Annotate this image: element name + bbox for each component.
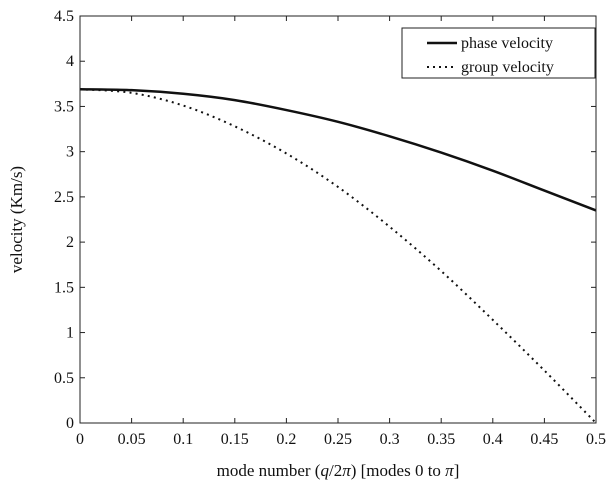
legend-label-phase-velocity: phase velocity [461,35,553,52]
y-tick-label: 1.5 [54,279,74,296]
y-tick-label: 1 [66,325,74,342]
y-tick-label: 4 [66,53,74,70]
x-tick-label: 0 [76,431,84,448]
x-tick-label: 0.05 [118,431,146,448]
x-tick-label: 0.35 [427,431,455,448]
series-line-phase-velocity [79,88,597,212]
x-axis-label-q: q [320,461,329,480]
plot-frame [79,15,597,424]
x-tick-label: 0.15 [221,431,249,448]
y-axis: 0 0.5 1 1.5 2 2.5 3 3.5 4 4.5 [54,8,596,432]
plot-area [79,88,597,424]
y-tick-label: 4.5 [54,8,74,25]
x-tick-label: 0.3 [380,431,400,448]
x-tick-label: 0.5 [586,431,606,448]
series-line-group-velocity [79,88,597,424]
y-axis-label: velocity (Km/s) [7,166,26,273]
legend-label-group-velocity: group velocity [461,59,554,76]
x-tick-label: 0.1 [173,431,193,448]
y-tick-label: 2 [66,234,74,251]
x-axis-label-pi: π [342,461,351,480]
x-axis-label-slash: /2 [329,461,342,480]
x-tick-label: 0.2 [276,431,296,448]
y-tick-label: 0.5 [54,370,74,387]
y-tick-label: 3 [66,144,74,161]
x-axis: 0 0.05 0.1 0.15 0.2 0.25 0.3 0.35 0.4 0.45 0.5 [76,16,606,448]
x-axis-label-suffix: ) [modes 0 to [351,461,445,480]
legend: phase velocity group velocity [401,27,596,79]
x-axis-label-pi2: π [445,461,454,480]
y-tick-label: 3.5 [54,98,74,115]
x-tick-label: 0.45 [530,431,558,448]
x-axis-label-end: ] [454,461,460,480]
y-tick-label: 2.5 [54,189,74,206]
y-tick-label: 0 [66,415,74,432]
x-tick-label: 0.25 [324,431,352,448]
x-axis-label-prefix: mode number ( [217,461,321,480]
x-tick-label: 0.4 [483,431,503,448]
legend-box [401,27,596,79]
x-axis-label: mode number (q/2π) [modes 0 to π] [217,461,460,480]
